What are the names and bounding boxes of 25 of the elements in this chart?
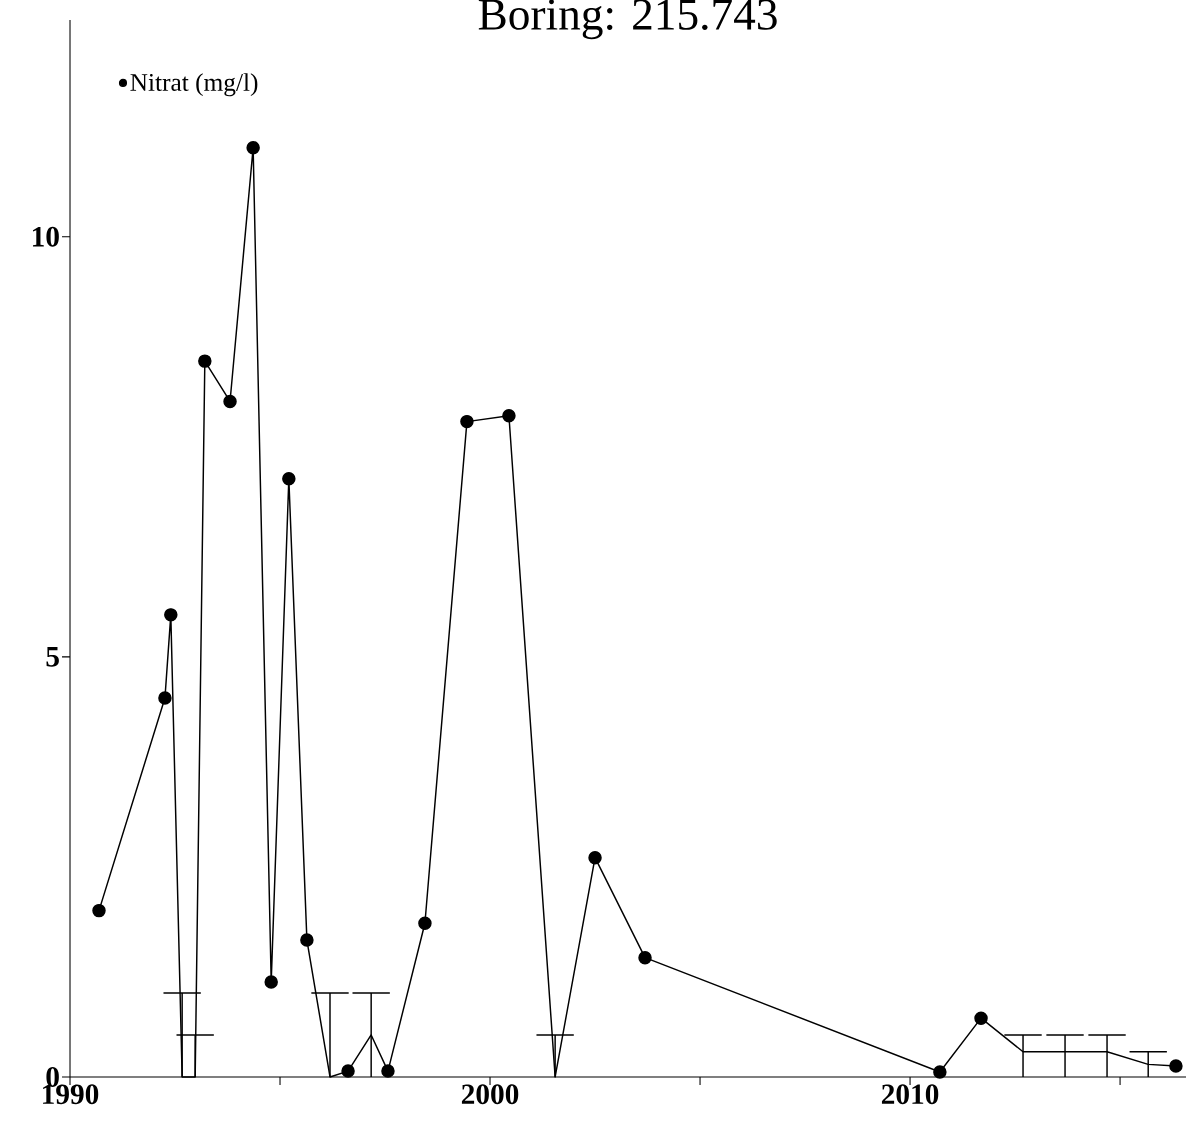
- point: [418, 916, 432, 930]
- x-tick-label: 2010: [881, 1084, 939, 1105]
- x-tick-label: 2000: [461, 1084, 519, 1105]
- y-tick-label: 5: [46, 647, 59, 667]
- point: [502, 408, 516, 423]
- point: [638, 950, 652, 965]
- point: [1169, 1059, 1183, 1073]
- point: [341, 1064, 355, 1078]
- point: [933, 1065, 947, 1079]
- point: [223, 394, 237, 409]
- point: [246, 140, 260, 155]
- point: [460, 414, 474, 429]
- point: [264, 975, 278, 989]
- point: [381, 1064, 395, 1078]
- point: [198, 354, 212, 368]
- y-tick-label: 10: [32, 226, 59, 247]
- chart-title: Boring: 215.743: [478, 0, 777, 40]
- point: [974, 1011, 988, 1025]
- point: [158, 691, 172, 705]
- point: [164, 608, 178, 622]
- point: [588, 850, 602, 865]
- point: [282, 472, 296, 486]
- point: [300, 933, 314, 947]
- point: [92, 903, 106, 918]
- legend-label: Nitrat (mg/l): [130, 73, 258, 97]
